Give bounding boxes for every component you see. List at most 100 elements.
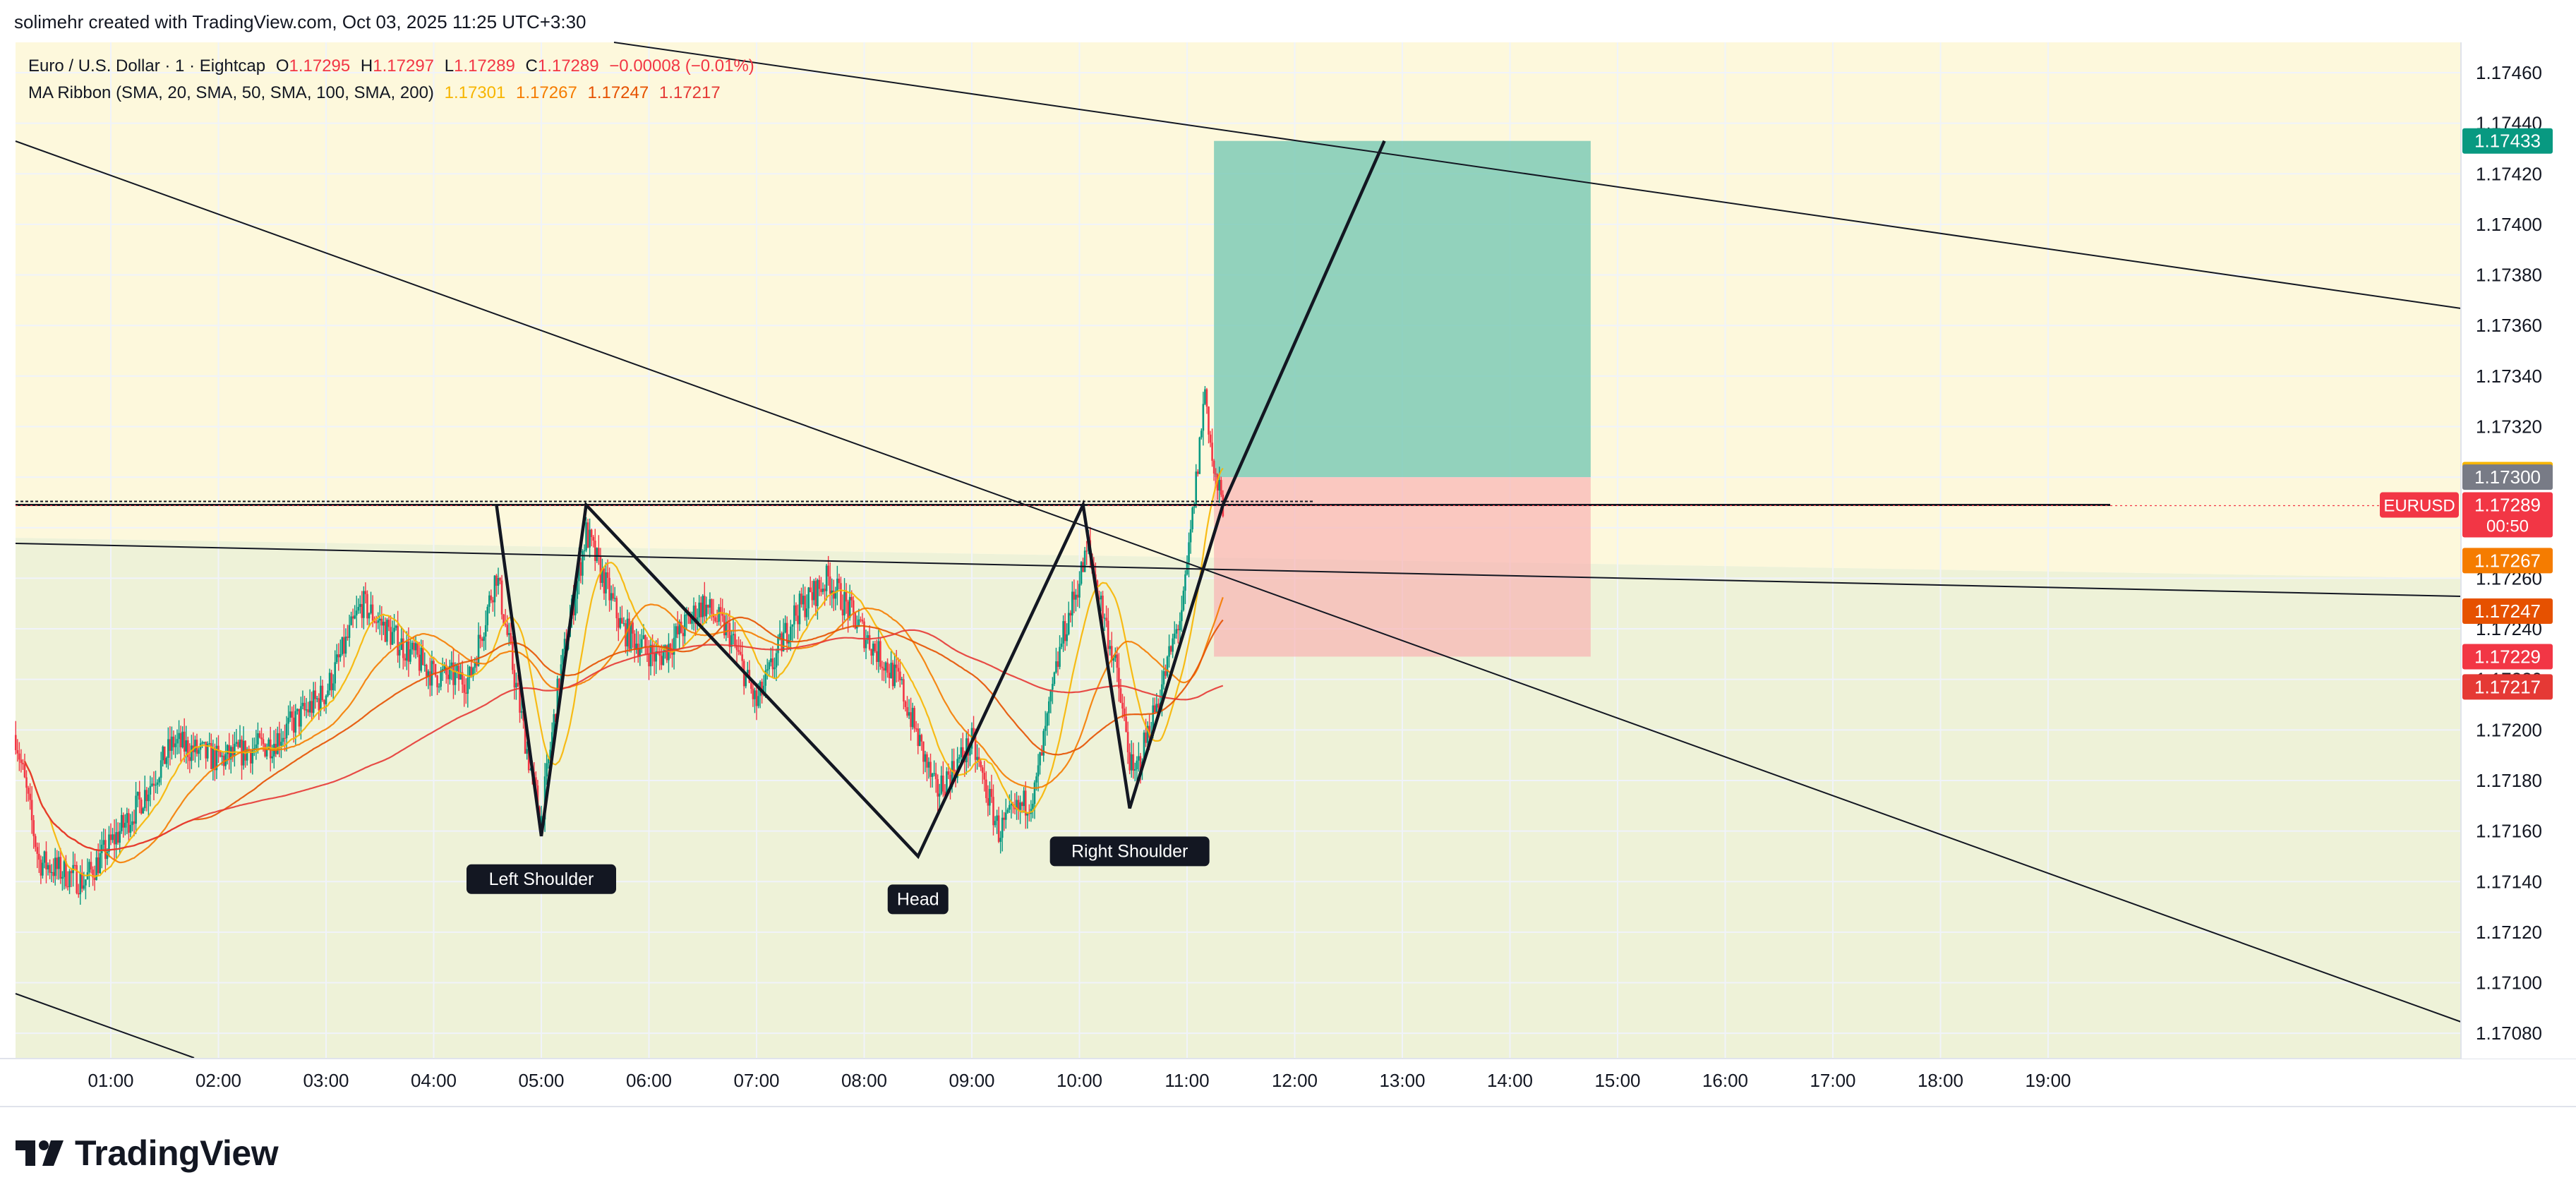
- candle-body: [576, 581, 579, 599]
- candle-body: [25, 777, 28, 788]
- ma20-value: 1.17301: [444, 83, 506, 102]
- symbol-legend[interactable]: Euro / U.S. Dollar · 1 · Eightcap O1.172…: [28, 56, 760, 76]
- candle-body: [27, 788, 30, 794]
- time-tick-label: 11:00: [1164, 1070, 1209, 1091]
- price-tick-label: 1.17140: [2476, 871, 2542, 892]
- candle-body: [81, 872, 83, 889]
- candle-body: [29, 793, 31, 800]
- price-tag-text: 1.17300: [2474, 466, 2541, 488]
- candle-body: [1076, 594, 1079, 598]
- drawings[interactable]: [15, 42, 2576, 1059]
- candle-body: [20, 759, 23, 763]
- candle-body: [426, 665, 428, 677]
- candle-body: [840, 583, 842, 610]
- candle-body: [854, 613, 857, 629]
- candle-body: [495, 575, 498, 586]
- price-tag-text: 1.17267: [2474, 550, 2541, 571]
- candle-body: [377, 620, 380, 623]
- candle-body: [201, 742, 203, 744]
- candle-body: [1039, 752, 1041, 766]
- candle-body: [610, 593, 613, 601]
- candle-body: [398, 649, 401, 656]
- candle-body: [590, 529, 593, 538]
- candle-body: [1119, 688, 1122, 703]
- candle-body: [500, 580, 503, 615]
- candle-body: [191, 745, 193, 761]
- candle-body: [85, 879, 87, 886]
- candle-body: [1085, 550, 1088, 552]
- candle-body: [997, 815, 1000, 842]
- long-position-tool[interactable]: [1214, 140, 1591, 657]
- candle-body: [836, 578, 838, 592]
- candle-body: [642, 635, 645, 639]
- time-axis[interactable]: 01:00 02:00 03:00 04:00 05:00 06:00 07:00 08:00…: [0, 1058, 2576, 1107]
- candle-body: [126, 813, 128, 823]
- candle-body: [535, 777, 537, 786]
- candle-body: [606, 572, 609, 578]
- candle-body: [185, 740, 188, 752]
- price-tick-label: 1.17360: [2476, 315, 2542, 336]
- candle-body: [214, 748, 216, 771]
- candle-body: [208, 743, 211, 745]
- candle-body: [1073, 591, 1076, 600]
- candle-body: [1042, 730, 1045, 756]
- candle-body: [158, 778, 160, 783]
- ohlc-change: −0.00008 (−0.01%): [609, 56, 754, 76]
- candle-body: [918, 735, 921, 747]
- candle-body: [730, 635, 733, 647]
- candle-body: [1208, 406, 1210, 435]
- lower-trendline: [15, 993, 195, 1059]
- price-tag: [2462, 598, 2553, 624]
- candle-body: [703, 596, 706, 617]
- candle-body: [129, 824, 132, 833]
- candle-body: [483, 637, 485, 641]
- candle-body: [452, 662, 455, 685]
- candle-body: [848, 596, 851, 618]
- pattern-label: Head: [897, 889, 939, 909]
- candle-body: [983, 773, 986, 780]
- candle-body: [582, 550, 584, 576]
- candle-body: [746, 670, 749, 674]
- ma-ribbon-legend[interactable]: MA Ribbon (SMA, 20, SMA, 50, SMA, 100, S…: [28, 83, 726, 103]
- tradingview-brand[interactable]: TradingView: [16, 1133, 279, 1174]
- candle-body: [312, 690, 315, 713]
- candle-body: [881, 666, 884, 668]
- pattern-label: Left Shoulder: [489, 869, 594, 889]
- candle-body: [929, 761, 932, 777]
- candle-body: [961, 747, 964, 759]
- candle-body: [371, 604, 374, 621]
- candle-body: [140, 799, 143, 814]
- candle-body: [1026, 812, 1029, 816]
- candle-body: [969, 748, 971, 756]
- candle-body: [924, 754, 927, 762]
- candle-body: [1179, 621, 1181, 631]
- candle-body: [292, 717, 295, 733]
- candle-body: [97, 857, 100, 874]
- candle-body: [315, 698, 318, 699]
- candle-body: [1023, 790, 1025, 807]
- candle-body: [1060, 644, 1063, 647]
- candle-body: [488, 595, 490, 607]
- candle-body: [277, 733, 279, 754]
- candle-body: [1006, 809, 1009, 813]
- price-tick-label: 1.17420: [2476, 163, 2542, 184]
- candle-body: [865, 639, 867, 649]
- price-tick-label: 1.17340: [2476, 366, 2542, 387]
- candle-body: [705, 604, 708, 617]
- candle-body: [18, 753, 20, 760]
- candle-body: [1067, 613, 1070, 634]
- chart-credit: solimehr created with TradingView.com, O…: [14, 11, 586, 32]
- candle-body: [1125, 716, 1127, 733]
- candle-body: [956, 759, 958, 778]
- candle-body: [707, 604, 709, 608]
- candle-body: [847, 601, 849, 618]
- symbol-tag: [2380, 492, 2459, 518]
- candle-body: [330, 673, 332, 691]
- candle-body: [262, 739, 265, 745]
- candle-body: [766, 669, 769, 671]
- candle-body: [820, 589, 822, 592]
- ohlc-close: C1.17289: [525, 56, 599, 76]
- candle-body: [904, 701, 907, 707]
- candle-body: [383, 622, 385, 626]
